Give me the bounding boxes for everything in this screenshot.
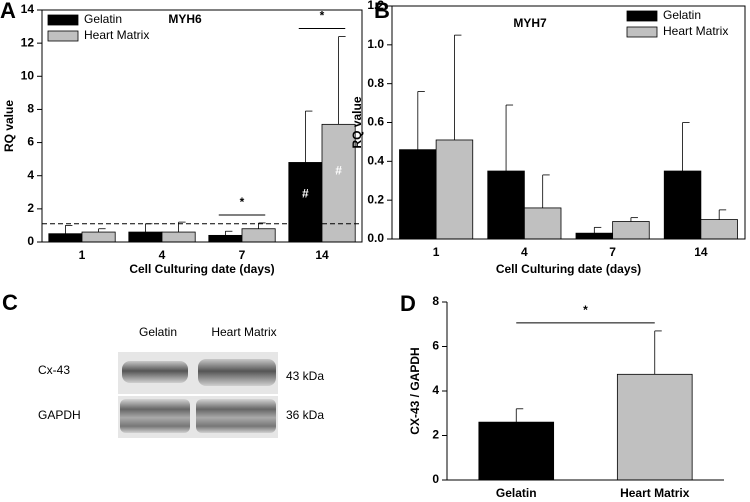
blot-band bbox=[120, 399, 190, 433]
bar bbox=[663, 170, 702, 240]
bar bbox=[81, 231, 116, 243]
x-tick-label: 7 bbox=[239, 248, 246, 262]
protein-label: Cx-43 bbox=[38, 363, 70, 377]
legend-label: Gelatin bbox=[84, 12, 122, 26]
plot-frame bbox=[391, 5, 746, 240]
x-tick-label: 1 bbox=[79, 248, 86, 262]
y-tick-label: 0.6 bbox=[367, 115, 384, 129]
y-tick-label: 4 bbox=[432, 383, 439, 397]
bar bbox=[575, 232, 614, 240]
bar bbox=[616, 373, 693, 481]
bar bbox=[523, 207, 562, 240]
y-tick-label: 8 bbox=[27, 102, 34, 116]
y-tick-label: 6 bbox=[432, 339, 439, 353]
y-axis-label: RQ value bbox=[350, 96, 364, 148]
legend-swatch bbox=[47, 14, 79, 26]
y-tick-label: 14 bbox=[21, 2, 35, 16]
y-tick-label: 4 bbox=[27, 168, 34, 182]
x-tick-label: Gelatin bbox=[496, 486, 537, 500]
annotation: # bbox=[302, 186, 309, 200]
legend-label: Heart Matrix bbox=[663, 24, 728, 38]
x-axis-label: Cell Culturing date (days) bbox=[129, 262, 274, 276]
y-tick-label: 2 bbox=[432, 428, 439, 442]
bar bbox=[487, 170, 525, 240]
lane-label: Gelatin bbox=[139, 325, 177, 339]
x-tick-label: 4 bbox=[159, 248, 166, 262]
bar bbox=[435, 139, 474, 240]
blot-panel: C Gelatin Heart Matrix Cx-43 43 kDa GAPD… bbox=[2, 290, 324, 438]
legend-swatch bbox=[626, 10, 658, 22]
panel-label: A bbox=[0, 0, 16, 23]
panel-label: C bbox=[2, 290, 18, 315]
size-label: 36 kDa bbox=[286, 408, 324, 422]
bar bbox=[321, 123, 356, 243]
bar bbox=[612, 221, 650, 240]
y-tick-label: 2 bbox=[27, 201, 34, 215]
x-tick-label: 1 bbox=[433, 245, 440, 259]
annotation: # bbox=[335, 164, 342, 178]
chart-title: MYH7 bbox=[513, 16, 547, 30]
x-tick-label: Heart Matrix bbox=[620, 486, 690, 500]
y-tick-label: 1.0 bbox=[367, 37, 384, 51]
y-tick-label: 0 bbox=[432, 472, 439, 486]
protein-label: GAPDH bbox=[38, 408, 81, 422]
bar-chart: A MYH6 Cell Culturing date (days) RQ value 0… bbox=[0, 0, 363, 276]
x-tick-label: 14 bbox=[694, 245, 708, 259]
legend-swatch bbox=[47, 30, 79, 42]
bar bbox=[399, 149, 437, 240]
legend-label: Heart Matrix bbox=[84, 28, 149, 42]
y-axis-label: RQ value bbox=[2, 100, 16, 152]
panel-label: B bbox=[374, 0, 390, 23]
blot-band bbox=[196, 399, 276, 433]
bar-chart: D CX-43 / GAPDH 0 2 4 6 8 Gelatin Heart Matrix * bbox=[400, 291, 724, 500]
blot-band bbox=[198, 359, 276, 386]
chart-title: MYH6 bbox=[168, 12, 202, 26]
bar bbox=[161, 231, 196, 243]
bar bbox=[208, 234, 243, 243]
y-tick-label: 8 bbox=[432, 294, 439, 308]
x-tick-label: 7 bbox=[609, 245, 616, 259]
y-tick-label: 6 bbox=[27, 135, 34, 149]
bar bbox=[478, 421, 555, 481]
annotation: * bbox=[320, 9, 325, 23]
blot-band bbox=[122, 361, 188, 383]
annotation: * bbox=[240, 195, 245, 209]
y-tick-label: 0.4 bbox=[367, 154, 384, 168]
y-tick-label: 1.2 bbox=[367, 0, 384, 12]
y-tick-label: 0.8 bbox=[367, 76, 384, 90]
y-axis-label: CX-43 / GAPDH bbox=[408, 347, 422, 434]
bar bbox=[700, 219, 738, 240]
panel-label: D bbox=[400, 291, 416, 316]
y-tick-label: 0 bbox=[27, 234, 34, 248]
bar bbox=[288, 162, 323, 243]
x-tick-label: 14 bbox=[315, 248, 329, 262]
lane-label: Heart Matrix bbox=[211, 325, 276, 339]
y-tick-label: 0.0 bbox=[367, 231, 384, 245]
x-tick-label: 4 bbox=[521, 245, 528, 259]
bar bbox=[48, 233, 83, 243]
size-label: 43 kDa bbox=[286, 369, 324, 383]
y-tick-label: 10 bbox=[21, 68, 35, 82]
bar bbox=[241, 228, 276, 243]
legend-label: Gelatin bbox=[663, 8, 701, 22]
y-tick-label: 12 bbox=[21, 35, 35, 49]
legend-swatch bbox=[626, 26, 658, 38]
y-tick-label: 0.2 bbox=[367, 192, 384, 206]
bar bbox=[128, 231, 163, 243]
x-axis-label: Cell Culturing date (days) bbox=[496, 262, 641, 276]
annotation: * bbox=[583, 303, 588, 317]
plot-frame bbox=[41, 9, 363, 243]
